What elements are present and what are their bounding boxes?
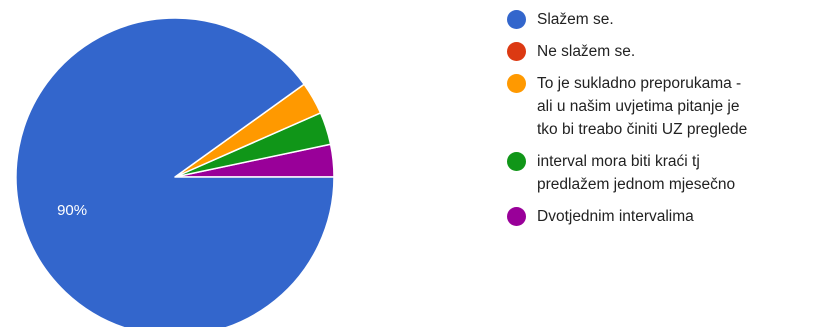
legend: Slažem se. Ne slažem se. To je sukladno … (507, 8, 829, 237)
legend-marker-dvotjednim-intervalima (507, 207, 526, 226)
legend-label-line: Ne slažem se. (537, 43, 636, 60)
legend-label-line: Dvotjednim intervalima (537, 208, 694, 225)
legend-label-line: Slažem se. (537, 11, 614, 28)
slice-label-slazem-se: 90% (57, 202, 87, 219)
legend-item-ne-slazem-se[interactable]: Ne slažem se. (507, 40, 829, 63)
legend-label-line: To je sukladno preporukama - (537, 75, 742, 92)
legend-label-line: predlažem jednom mjesečno (537, 176, 736, 193)
legend-marker-ne-slazem-se (507, 42, 526, 61)
legend-label-line: ali u našim uvjetima pitanje je (537, 98, 740, 115)
legend-marker-slazem-se (507, 10, 526, 29)
legend-marker-sukladno-preporukama (507, 74, 526, 93)
legend-label-line: tko bi treabo činiti UZ preglede (537, 121, 748, 138)
legend-item-dvotjednim-intervalima[interactable]: Dvotjednim intervalima (507, 205, 829, 228)
legend-item-sukladno-preporukama[interactable]: To je sukladno preporukama - ali u našim… (507, 72, 829, 141)
legend-marker-interval-kraci (507, 152, 526, 171)
legend-item-interval-kraci[interactable]: interval mora biti kraći tj predlažem je… (507, 150, 829, 196)
legend-item-slazem-se[interactable]: Slažem se. (507, 8, 829, 31)
legend-label-line: interval mora biti kraći tj (537, 153, 700, 170)
pie-slice-slazem-se[interactable] (15, 17, 335, 327)
